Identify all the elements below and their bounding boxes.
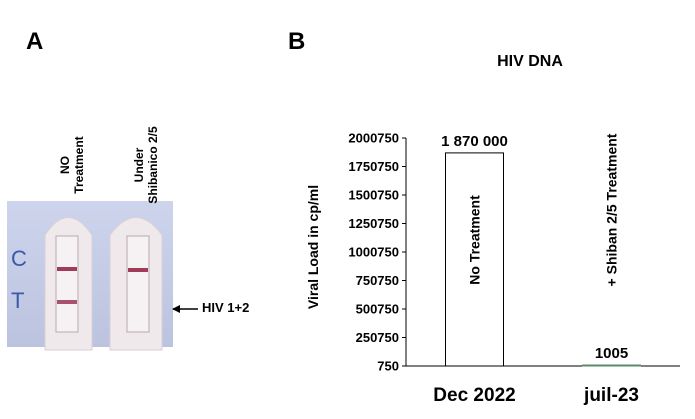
x-category-label: Dec 2022 (433, 385, 515, 406)
panel-b-letter: B (288, 28, 306, 55)
window-2-strip (126, 235, 150, 333)
y-tick-label: 1500750 (348, 188, 399, 203)
x-category-label: juil-23 (583, 385, 639, 406)
control-band-letter: C (11, 246, 27, 271)
bar-annotation: No Treatment (467, 195, 483, 285)
window-2-c-band (128, 268, 148, 272)
chart-title: HIV DNA (497, 53, 563, 70)
window-1-c-band (57, 267, 77, 271)
y-tick-label: 1000750 (348, 245, 399, 260)
test-cassette-svg (7, 201, 173, 351)
window-1-t-band (57, 300, 77, 304)
y-tick-label: 500750 (356, 302, 399, 317)
y-tick-label: 750750 (356, 273, 399, 288)
y-tick-label: 1250750 (348, 216, 399, 231)
data-label: 1 870 000 (441, 133, 508, 150)
data-label: 1005 (595, 345, 628, 362)
bar-annotation: + Shiban 2/5 Treatment (604, 133, 620, 286)
hiv-arrow (172, 305, 198, 313)
window-1-strip (55, 235, 79, 333)
test-cassette-photo: C T NO Treatment Under Shibanico 2/5 (0, 0, 250, 419)
y-tick-label: 750 (377, 359, 399, 374)
bar-0 (445, 152, 504, 367)
y-tick-label: 2000750 (348, 131, 399, 146)
y-tick-label: 1750750 (348, 159, 399, 174)
panel-a-letter: A (26, 28, 44, 55)
y-tick-label: 250750 (356, 330, 399, 345)
hiv-label: HIV 1+2 (202, 300, 250, 315)
test-band-letter: T (11, 288, 25, 313)
bar-1 (582, 364, 641, 367)
